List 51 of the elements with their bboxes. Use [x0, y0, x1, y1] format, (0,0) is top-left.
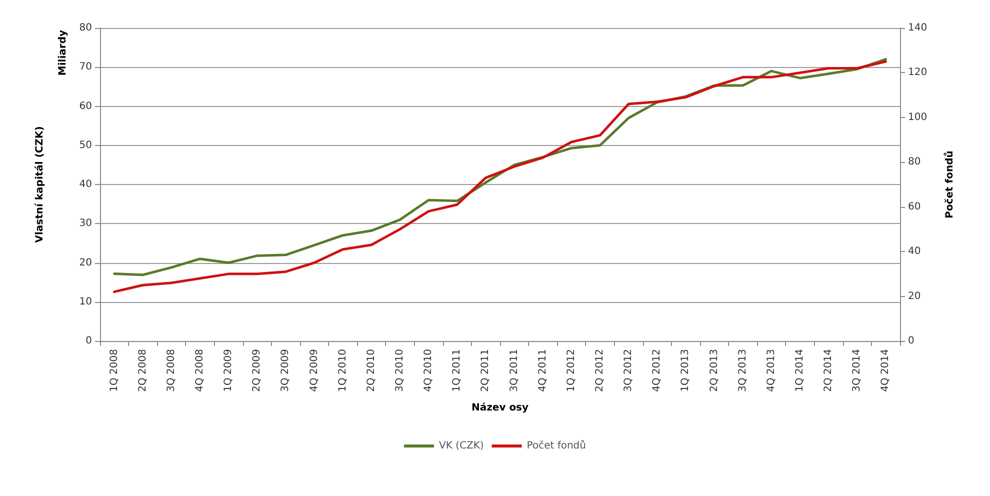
x-tick-label: 3Q 2009	[280, 349, 292, 392]
y2-tick-label: 0	[908, 336, 914, 346]
y-tick-label: 60	[79, 100, 92, 112]
x-tick-label: 3Q 2014	[852, 349, 863, 392]
y-tick-label: 70	[79, 62, 92, 73]
x-tick-label: 1Q 2010	[337, 349, 348, 392]
x-tick-label: 4Q 2009	[308, 349, 320, 392]
x-tick-label: 4Q 2008	[194, 349, 206, 392]
x-tick-label: 2Q 2009	[252, 349, 263, 392]
y-axis-title: Vlastní kapitál (CZK)	[34, 126, 46, 243]
x-tick-label: 2Q 2011	[480, 349, 492, 392]
x-axis-title: Název osy	[471, 402, 530, 414]
x-tick-label: 3Q 2012	[623, 349, 634, 392]
x-tick-label: 2Q 2010	[366, 349, 377, 392]
x-tick-label: 1Q 2008	[108, 349, 120, 392]
x-tick-label: 4Q 2011	[537, 349, 548, 392]
x-tick-label: 2Q 2008	[137, 349, 148, 392]
legend-label: VK (CZK)	[439, 440, 484, 452]
y2-tick-label: 60	[908, 201, 921, 212]
y-tick-label: 50	[79, 140, 92, 151]
x-tick-label: 1Q 2012	[566, 349, 577, 392]
x-tick-label: 1Q 2014	[794, 349, 806, 392]
y-tick-label: 20	[79, 257, 92, 268]
x-tick-label: 3Q 2013	[737, 349, 748, 392]
y-tick-label: 80	[79, 22, 92, 34]
y2-tick-label: 40	[908, 246, 921, 258]
y2-tick-label: 80	[908, 156, 921, 168]
y2-tick-label: 20	[908, 290, 921, 302]
x-tick-label: 2Q 2013	[708, 349, 720, 392]
x-tick-label: 4Q 2010	[423, 349, 434, 392]
y2-tick-label: 100	[908, 112, 928, 123]
x-tick-label: 4Q 2014	[880, 349, 892, 392]
x-tick-label: 3Q 2010	[394, 349, 406, 392]
x-tick-label: 1Q 2013	[680, 349, 692, 392]
y2-tick-label: 140	[908, 22, 928, 34]
x-tick-label: 2Q 2012	[594, 349, 606, 392]
legend-label: Počet fondů	[526, 440, 586, 452]
x-tick-label: 1Q 2011	[452, 349, 463, 392]
y-tick-label: 0	[86, 336, 92, 346]
x-tick-label: 4Q 2012	[652, 349, 663, 392]
y2-axis-title: Počet fondů	[944, 150, 956, 218]
x-tick-label: 1Q 2009	[223, 349, 234, 392]
y-tick-label: 10	[79, 296, 92, 308]
text: Miliardy	[58, 30, 68, 76]
x-tick-label: 2Q 2014	[823, 349, 834, 392]
y-tick-label: 40	[79, 179, 92, 190]
x-tick-label: 4Q 2013	[766, 349, 777, 392]
y-tick-label: 30	[79, 218, 92, 230]
x-tick-label: 3Q 2011	[508, 349, 520, 392]
y2-tick-label: 120	[908, 67, 928, 78]
x-tick-label: 3Q 2008	[166, 349, 177, 392]
